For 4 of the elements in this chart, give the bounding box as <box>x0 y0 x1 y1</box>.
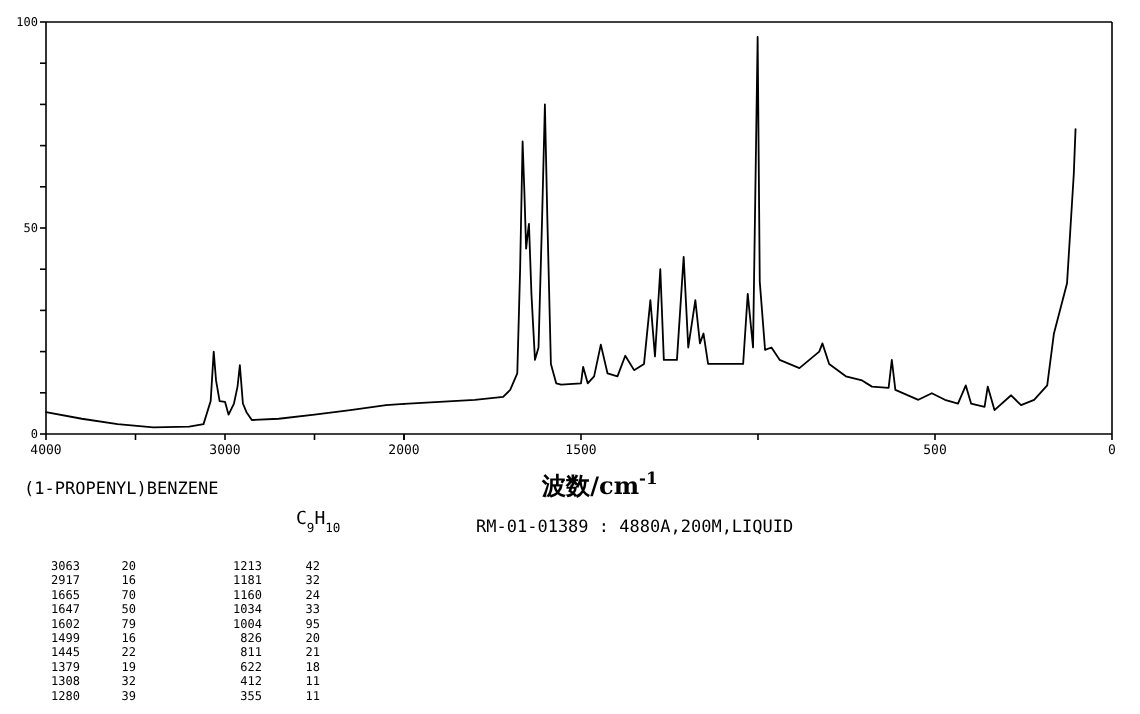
x-axis-title: 波数/cm$^{-1}$ <box>540 468 658 500</box>
text: C$_{9}$H$_{10}$ <box>296 510 341 535</box>
text: (1-PROPENYL)BENZENE <box>24 480 219 500</box>
text: RM-01-01389 : 4880A,200M,LIQUID <box>476 518 794 538</box>
